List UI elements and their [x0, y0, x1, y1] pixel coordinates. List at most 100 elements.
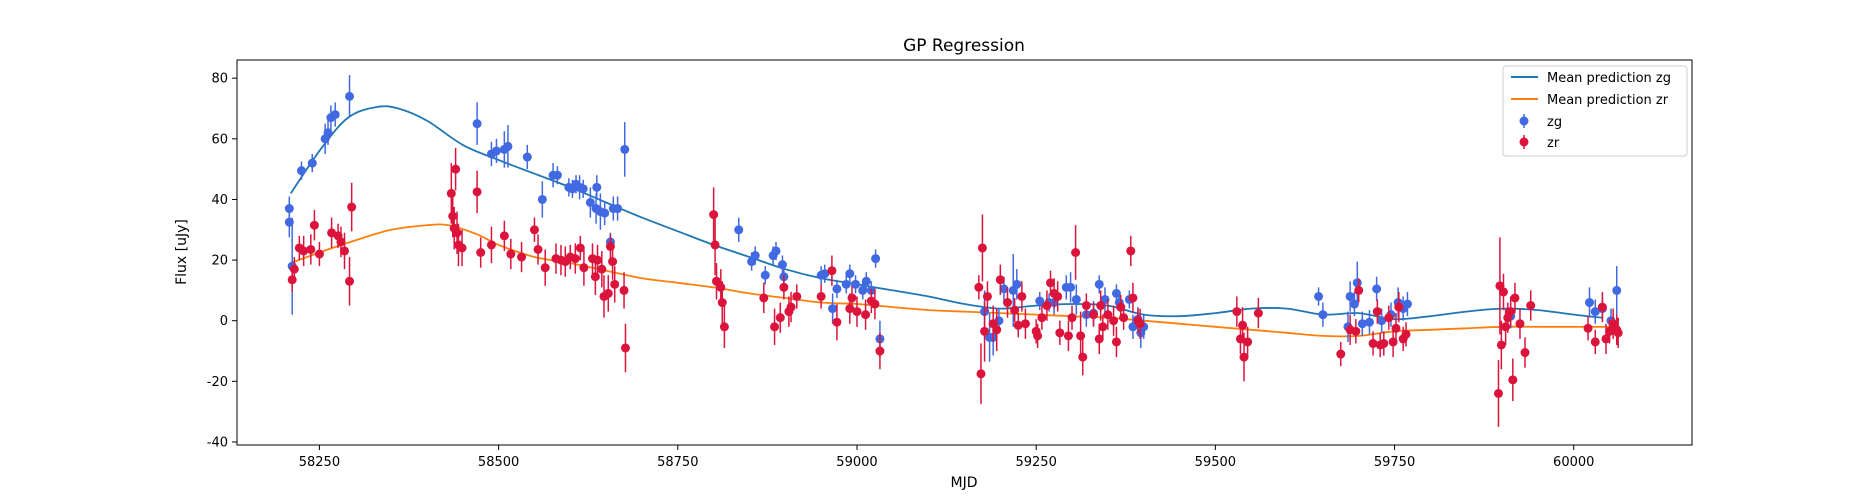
zr-marker: [710, 240, 720, 250]
zr-data-point: [306, 234, 316, 265]
zr-marker: [287, 275, 297, 285]
zr-marker: [1496, 340, 1506, 350]
zr-marker: [1094, 334, 1104, 344]
zr-marker: [1103, 310, 1113, 320]
zr-marker: [1076, 331, 1086, 341]
zr-marker: [816, 291, 826, 301]
zr-data-point: [1076, 311, 1086, 361]
zr-data-point: [1096, 290, 1106, 321]
zg-marker: [1094, 279, 1104, 289]
zr-marker: [610, 279, 620, 289]
zr-marker: [832, 317, 842, 327]
zr-marker: [1063, 331, 1073, 341]
zr-data-point: [517, 241, 527, 273]
zr-marker: [529, 225, 539, 235]
zr-marker: [1384, 313, 1394, 323]
zg-marker: [1128, 322, 1138, 332]
zr-marker: [1046, 278, 1056, 288]
zr-marker: [1020, 319, 1030, 329]
zr-marker: [709, 210, 719, 220]
zr-data-point: [1111, 326, 1121, 358]
zr-marker: [1010, 305, 1020, 315]
zr-marker: [457, 243, 467, 253]
zr-data-point: [875, 332, 885, 370]
zr-data-point: [1126, 235, 1136, 267]
legend-zg-label: zg: [1547, 115, 1562, 130]
zg-marker: [1318, 310, 1328, 320]
zg-marker: [297, 166, 307, 176]
zr-data-point: [289, 257, 299, 282]
y-tick-label: 60: [211, 132, 228, 147]
zr-marker: [517, 252, 527, 262]
zg-marker: [851, 279, 861, 289]
zr-marker: [1597, 302, 1607, 312]
zr-data-point: [786, 291, 796, 323]
zg-data-point: [851, 275, 861, 294]
zr-data-point: [506, 238, 516, 270]
zr-data-point: [1055, 320, 1065, 345]
zr-marker: [1590, 337, 1600, 347]
x-tick-label: 58250: [299, 455, 340, 470]
zg-marker: [1352, 278, 1362, 288]
zr-data-point: [610, 266, 620, 303]
zr-data-point: [1372, 299, 1382, 324]
zr-marker: [716, 282, 726, 292]
zr-marker: [579, 263, 589, 273]
zg-data-point: [613, 196, 623, 221]
zr-data-point: [603, 275, 613, 312]
zr-data-point: [974, 275, 984, 300]
zr-marker: [540, 263, 550, 273]
zg-marker: [345, 91, 355, 101]
x-tick-label: 59500: [1195, 455, 1236, 470]
zg-data-point: [1372, 276, 1382, 302]
y-axis-label: Flux [uJy]: [174, 219, 190, 285]
chart-title: GP Regression: [903, 36, 1025, 56]
zr-marker: [861, 310, 871, 320]
legend-zr-line-label: Mean prediction zr: [1547, 93, 1669, 108]
zg-marker: [503, 141, 513, 151]
zr-data-point: [1067, 305, 1077, 330]
zr-marker: [1232, 307, 1242, 317]
zg-marker: [1035, 296, 1045, 306]
zr-marker: [847, 293, 857, 303]
zr-data-point: [770, 308, 780, 345]
zr-data-point: [1384, 305, 1394, 330]
y-tick-label: 40: [211, 193, 228, 208]
zr-data-point: [533, 234, 543, 265]
zg-data-point: [537, 181, 547, 218]
zr-marker: [1081, 301, 1091, 311]
zr-marker: [1078, 352, 1088, 362]
x-tick-label: 59250: [1015, 455, 1056, 470]
zr-marker: [347, 202, 357, 212]
zg-data-point: [522, 144, 532, 170]
zr-marker: [976, 369, 986, 379]
zr-data-point: [620, 323, 630, 373]
zr-data-point: [1351, 319, 1361, 344]
zr-marker: [852, 307, 862, 317]
zg-data-point: [858, 281, 868, 300]
zg-marker: [472, 119, 482, 129]
zr-marker: [1017, 291, 1027, 301]
zr-marker: [1613, 328, 1623, 338]
zr-data-point: [1071, 225, 1081, 280]
zr-marker: [1520, 348, 1530, 358]
zg-data-point: [503, 125, 513, 168]
zr-data-point: [995, 264, 1005, 295]
zg-data-point: [600, 200, 610, 226]
zg-data-point: [1364, 310, 1374, 335]
zr-marker: [1493, 388, 1503, 398]
zg-data-point: [1590, 299, 1600, 324]
zg-data-point: [845, 264, 855, 283]
zr-data-point: [1003, 287, 1013, 318]
zg-marker: [1364, 317, 1374, 327]
zr-data-point: [1078, 338, 1088, 376]
zr-data-point: [1493, 360, 1503, 427]
zr-data-point: [1017, 281, 1027, 312]
zg-data-point: [323, 120, 333, 145]
zr-data-point: [579, 249, 589, 286]
zr-marker: [974, 282, 984, 292]
zr-marker: [452, 228, 462, 238]
zg-marker: [1377, 316, 1387, 326]
zr-data-point: [1020, 308, 1030, 339]
zg-marker: [620, 144, 630, 154]
